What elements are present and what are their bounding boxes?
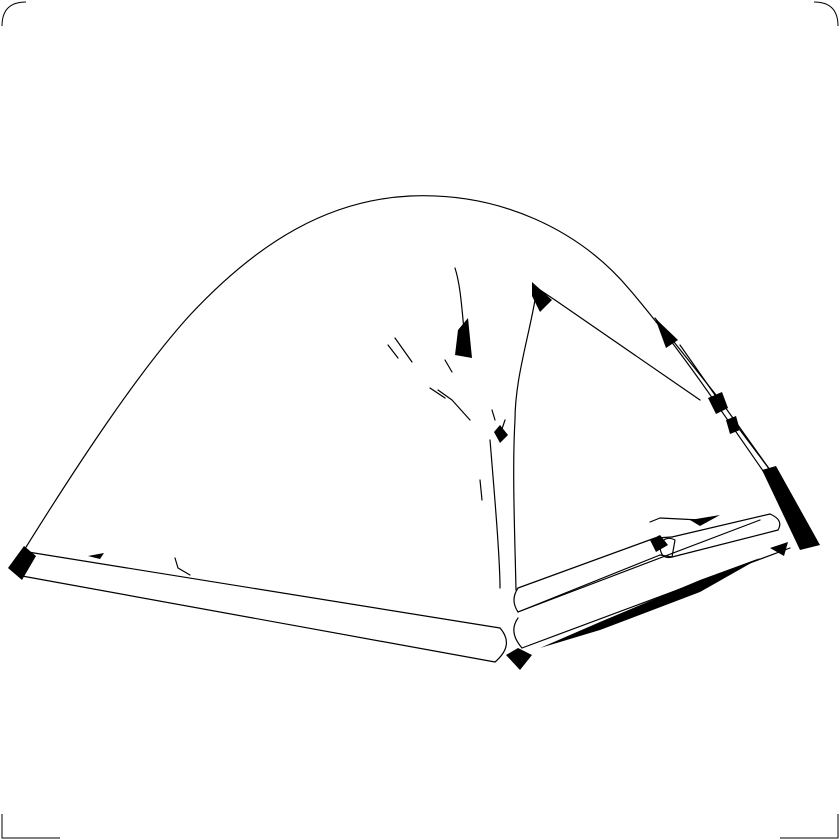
corner-bottom-left (1, 814, 60, 839)
tent-base-right (513, 513, 791, 649)
corner-top-left (1, 1, 27, 27)
tent-base-left (20, 551, 507, 663)
corner-top-right (813, 1, 839, 27)
tent-dome-outline (17, 195, 816, 561)
tent-shadow-blobs (8, 282, 820, 670)
corner-bottom-right (780, 814, 839, 839)
tent-wrinkles (174, 337, 701, 576)
